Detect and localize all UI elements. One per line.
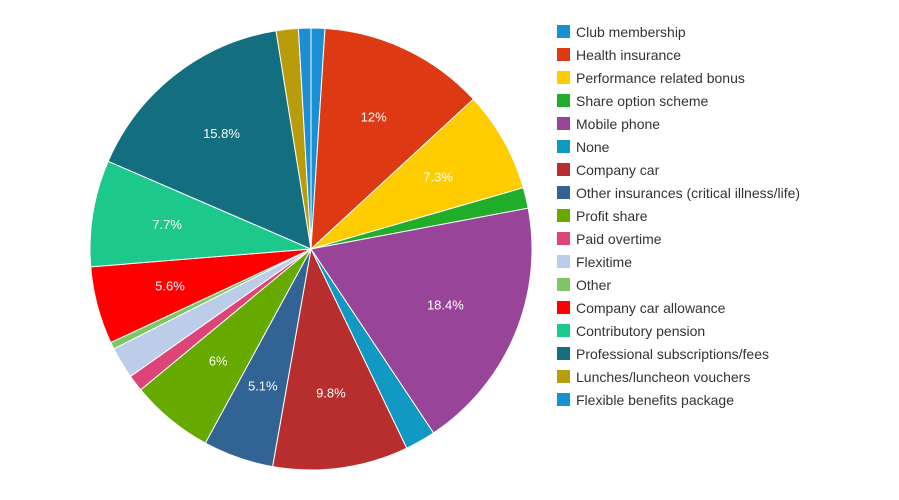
legend-item-other[interactable]: Other bbox=[557, 277, 611, 293]
legend-item-health-insurance[interactable]: Health insurance bbox=[557, 47, 681, 63]
slice-label-contributory-pension: 7.7% bbox=[152, 217, 182, 232]
chart-legend: Club membership Health insurance Performan… bbox=[557, 24, 800, 408]
legend-swatch bbox=[557, 209, 570, 222]
legend-item-contributory-pension[interactable]: Contributory pension bbox=[557, 323, 705, 339]
pie-slice-mobile-phone[interactable] bbox=[310, 207, 533, 434]
legend-label: Company car allowance bbox=[576, 300, 726, 316]
pie-slice-contributory-pension[interactable] bbox=[89, 160, 312, 268]
legend-swatch bbox=[557, 370, 570, 383]
legend-swatch bbox=[557, 94, 570, 107]
slice-label-mobile-phone: 18.4% bbox=[427, 298, 464, 313]
legend-swatch bbox=[557, 117, 570, 130]
legend-label: Other bbox=[576, 277, 611, 293]
pie-slice-company-car[interactable] bbox=[272, 247, 408, 471]
legend-item-share-option-scheme[interactable]: Share option scheme bbox=[557, 93, 709, 109]
legend-label: Lunches/luncheon vouchers bbox=[576, 369, 750, 385]
legend-label: Health insurance bbox=[576, 47, 681, 63]
legend-item-performance-related-bonus[interactable]: Performance related bonus bbox=[557, 70, 745, 86]
pie-slice-labels: 12% 7.3% 18.4% 9.8% 5.1% 6% 5.6% 7.7% 15.8% bbox=[152, 109, 464, 400]
legend-swatch bbox=[557, 71, 570, 84]
legend-label: Mobile phone bbox=[576, 116, 660, 132]
legend-item-flexitime[interactable]: Flexitime bbox=[557, 254, 632, 270]
legend-swatch bbox=[557, 255, 570, 268]
legend-label: Profit share bbox=[576, 208, 648, 224]
legend-item-none[interactable]: None bbox=[557, 139, 610, 155]
pie-slices bbox=[89, 27, 533, 471]
legend-label: Paid overtime bbox=[576, 231, 662, 247]
pie-slice-health-insurance[interactable] bbox=[310, 27, 475, 251]
legend-swatch bbox=[557, 324, 570, 337]
legend-item-mobile-phone[interactable]: Mobile phone bbox=[557, 116, 660, 132]
pie-slice-professional-subscriptions-fees[interactable] bbox=[107, 30, 312, 250]
legend-item-company-car-allowance[interactable]: Company car allowance bbox=[557, 300, 726, 316]
legend-label: Flexible benefits package bbox=[576, 392, 734, 408]
legend-swatch bbox=[557, 163, 570, 176]
slice-label-professional-subscriptions-fees: 15.8% bbox=[203, 126, 240, 141]
legend-item-lunches-luncheon-vouchers[interactable]: Lunches/luncheon vouchers bbox=[557, 369, 750, 385]
legend-swatch bbox=[557, 393, 570, 406]
slice-label-performance-related-bonus: 7.3% bbox=[423, 169, 453, 184]
legend-label: Contributory pension bbox=[576, 323, 705, 339]
legend-item-professional-subscriptions-fees[interactable]: Professional subscriptions/fees bbox=[557, 346, 769, 362]
legend-swatch bbox=[557, 186, 570, 199]
legend-item-paid-overtime[interactable]: Paid overtime bbox=[557, 231, 662, 247]
slice-label-company-car: 9.8% bbox=[316, 386, 346, 401]
legend-swatch bbox=[557, 301, 570, 314]
slice-label-health-insurance: 12% bbox=[361, 109, 387, 124]
slice-label-company-car-allowance: 5.6% bbox=[155, 278, 185, 293]
legend-item-profit-share[interactable]: Profit share bbox=[557, 208, 648, 224]
legend-item-flexible-benefits-package[interactable]: Flexible benefits package bbox=[557, 392, 734, 408]
pie-slice-club-membership[interactable] bbox=[297, 27, 312, 250]
legend-swatch bbox=[557, 347, 570, 360]
legend-swatch bbox=[557, 25, 570, 38]
legend-item-company-car[interactable]: Company car bbox=[557, 162, 660, 178]
slice-label-other-insurances-critical-illness-life: 5.1% bbox=[248, 379, 278, 394]
legend-label: Company car bbox=[576, 162, 660, 178]
legend-label: Flexitime bbox=[576, 254, 632, 270]
legend-label: Performance related bonus bbox=[576, 70, 745, 86]
legend-swatch bbox=[557, 140, 570, 153]
legend-item-other-insurances-critical-illness-life[interactable]: Other insurances (critical illness/life) bbox=[557, 185, 800, 201]
legend-label: None bbox=[576, 139, 610, 155]
legend-swatch bbox=[557, 48, 570, 61]
slice-label-profit-share: 6% bbox=[209, 354, 228, 369]
legend-swatch bbox=[557, 278, 570, 291]
legend-label: Other insurances (critical illness/life) bbox=[576, 185, 800, 201]
legend-label: Club membership bbox=[576, 24, 686, 40]
pie-slice-performance-related-bonus[interactable] bbox=[310, 98, 524, 250]
legend-swatch bbox=[557, 232, 570, 245]
legend-label: Professional subscriptions/fees bbox=[576, 346, 769, 362]
legend-item-club-membership[interactable]: Club membership bbox=[557, 24, 686, 40]
legend-label: Share option scheme bbox=[576, 93, 709, 109]
